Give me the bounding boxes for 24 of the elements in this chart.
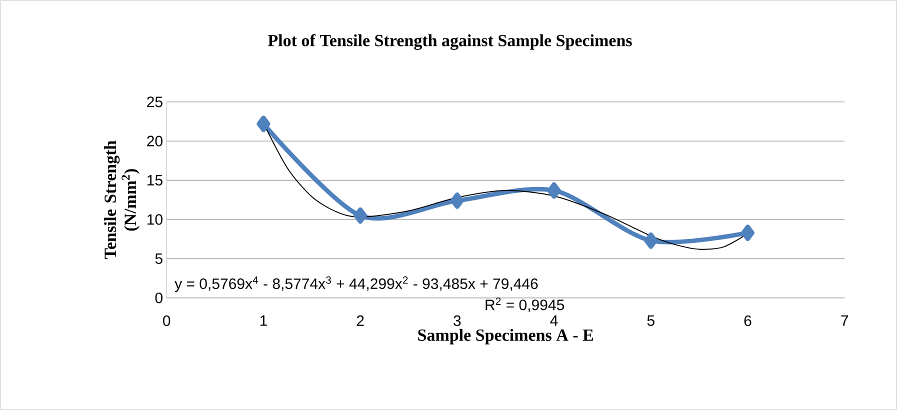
x-tick-label: 6	[744, 315, 752, 326]
y-tick-label: 10	[148, 214, 162, 225]
y-tick-label: 25	[147, 96, 162, 108]
point	[256, 116, 270, 132]
x-tick-label: 4	[550, 315, 558, 326]
annotation: y = 0,5769x$^{4}$ - 8,5774x$^{3}$ + 44,299x$^{2}$ - 93,485x + 79,446	[174, 276, 538, 292]
x-tick-label: 0	[163, 315, 170, 326]
x-axis-title: Sample Specimens A - E	[418, 328, 594, 344]
point	[450, 192, 464, 209]
x-tick-label: 5	[647, 315, 654, 326]
chart-title: Plot of Tensile Strength against Sample Specimens	[268, 34, 632, 50]
point	[354, 207, 368, 224]
y-tick-label: 5	[155, 253, 162, 264]
y-tick-label: 0	[155, 292, 162, 304]
x-tick-label: 3	[454, 315, 461, 326]
point	[547, 182, 561, 199]
x-tick-label: 2	[356, 315, 364, 326]
x-tick-label: 1	[260, 315, 267, 326]
annotation: R$^{2}$ = 0,9945	[486, 298, 564, 312]
y-tick-label: 15	[148, 175, 162, 186]
y-tick-label: 20	[147, 136, 162, 146]
point	[740, 224, 754, 242]
x-tick-label: 7	[841, 315, 848, 326]
point	[644, 232, 658, 249]
